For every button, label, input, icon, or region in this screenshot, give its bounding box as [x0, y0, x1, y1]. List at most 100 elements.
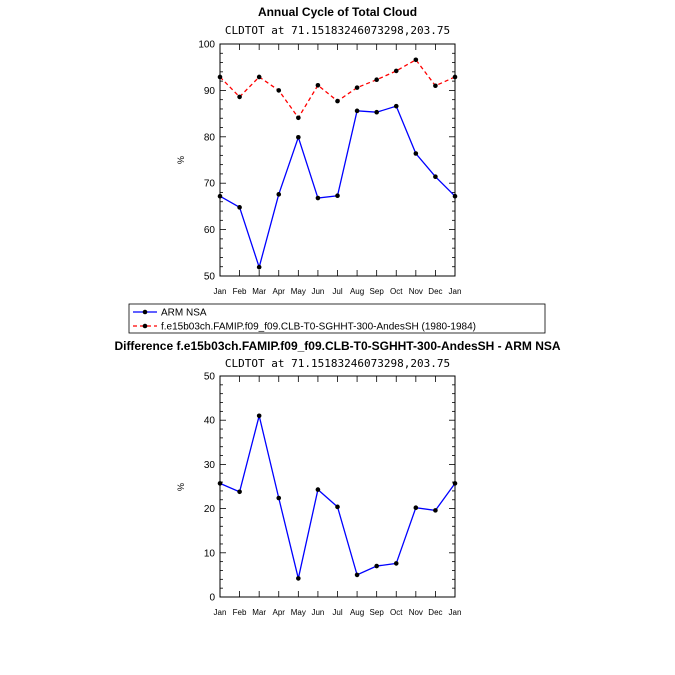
data-point	[315, 82, 321, 88]
data-point	[335, 504, 340, 510]
y-axis-label: %	[176, 483, 186, 491]
series-group	[217, 413, 458, 581]
data-point	[354, 572, 360, 578]
data-point	[354, 85, 360, 90]
x-tick-label: Aug	[350, 287, 364, 296]
chart-title: Difference f.e15b03ch.FAMIP.f09_f09.CLB-…	[114, 339, 560, 353]
x-tick-label: May	[291, 608, 306, 617]
legend-marker-model	[142, 323, 148, 329]
data-point	[413, 57, 419, 63]
data-point	[393, 103, 399, 109]
series-line	[219, 105, 456, 270]
y-tick-label: 20	[204, 504, 216, 515]
data-point	[276, 495, 282, 501]
x-tick-label: Feb	[233, 608, 247, 617]
data-point	[452, 481, 458, 486]
chart-difference: Difference f.e15b03ch.FAMIP.f09_f09.CLB-…	[114, 339, 560, 617]
data-point	[413, 151, 419, 156]
y-tick-label: 70	[204, 179, 216, 190]
chart-annual-cycle: Annual Cycle of Total Cloud CLDTOT at 71…	[176, 5, 461, 296]
chart-subtitle: CLDTOT at 71.15183246073298,203.75	[225, 24, 450, 37]
y-tick-label: 50	[204, 272, 216, 283]
x-tick-label: Mar	[252, 287, 266, 296]
data-point	[296, 134, 301, 140]
data-point	[217, 481, 223, 486]
x-tick-label: Dec	[428, 608, 442, 617]
x-tick-label: Jul	[332, 608, 342, 617]
data-point	[452, 193, 458, 199]
legend-label-arm: ARM NSA	[161, 308, 207, 319]
x-tick-label: Jan	[214, 608, 227, 617]
data-point	[256, 413, 262, 419]
data-point	[393, 561, 399, 566]
x-tick-label: Apr	[273, 287, 286, 296]
y-tick-label: 30	[204, 460, 216, 471]
x-ticks: Jan Feb Mar Apr May Jun Jul Aug Sep Oct Nov Dec Jan	[214, 44, 462, 296]
x-ticks: Jan Feb Mar Apr May Jun Jul Aug Sep Oct Nov Dec Jan	[214, 376, 462, 617]
data-point	[217, 74, 223, 80]
data-point	[335, 98, 340, 104]
data-point	[452, 74, 458, 80]
data-point	[315, 195, 321, 201]
data-point	[237, 205, 242, 210]
data-point	[374, 563, 379, 569]
data-point	[315, 487, 321, 492]
y-axis-label: %	[176, 156, 186, 164]
y-tick-label: 90	[204, 86, 216, 97]
data-point	[276, 88, 282, 93]
legend-label-model: f.e15b03ch.FAMIP.f09_f09.CLB-T0-SGHHT-30…	[161, 322, 476, 333]
data-point	[296, 115, 301, 121]
x-tick-label: Aug	[350, 608, 364, 617]
x-tick-label: Jan	[449, 287, 462, 296]
y-tick-label: 50	[204, 372, 216, 383]
y-tick-label: 80	[204, 132, 216, 143]
x-tick-label: May	[291, 287, 306, 296]
data-point	[433, 174, 438, 180]
y-ticks: 0 10 20 30 40 50	[204, 372, 455, 604]
data-point	[393, 68, 399, 74]
x-tick-label: Mar	[252, 608, 266, 617]
data-point	[413, 505, 419, 511]
y-tick-label: 0	[209, 593, 215, 604]
data-point	[256, 74, 262, 80]
data-point	[256, 264, 262, 270]
x-tick-label: Oct	[390, 287, 403, 296]
data-point	[433, 83, 438, 89]
y-tick-label: 60	[204, 225, 216, 236]
chart-subtitle: CLDTOT at 71.15183246073298,203.75	[225, 357, 450, 370]
x-tick-label: Apr	[273, 608, 286, 617]
chart-title: Annual Cycle of Total Cloud	[258, 5, 417, 19]
data-point	[237, 489, 242, 495]
series-line	[219, 415, 456, 579]
x-tick-label: Feb	[233, 287, 247, 296]
data-point	[354, 108, 360, 114]
legend-box	[128, 303, 546, 334]
data-point	[335, 193, 340, 199]
legend: ARM NSA f.e15b03ch.FAMIP.f09_f09.CLB-T0-…	[128, 303, 546, 334]
plot-frame	[219, 375, 456, 598]
y-ticks: 50 60 70 80 90 100	[198, 40, 455, 283]
data-point	[276, 192, 282, 197]
x-tick-label: Dec	[428, 287, 442, 296]
x-tick-label: Jan	[449, 608, 462, 617]
series-line	[219, 58, 456, 119]
legend-marker-arm	[142, 309, 148, 315]
x-tick-label: Jan	[214, 287, 227, 296]
y-tick-label: 10	[204, 548, 216, 559]
data-point	[374, 77, 379, 83]
data-point	[237, 94, 242, 100]
series-group	[217, 57, 458, 270]
plot-frame	[219, 43, 456, 277]
x-tick-label: Nov	[409, 287, 423, 296]
data-point	[217, 193, 223, 199]
x-tick-label: Jul	[332, 287, 342, 296]
data-point	[433, 508, 438, 513]
y-tick-label: 40	[204, 416, 216, 427]
data-point	[374, 109, 379, 115]
x-tick-label: Jun	[311, 287, 324, 296]
y-tick-label: 100	[198, 40, 215, 51]
x-tick-label: Sep	[370, 287, 385, 296]
x-tick-label: Sep	[370, 608, 385, 617]
x-tick-label: Oct	[390, 608, 403, 617]
